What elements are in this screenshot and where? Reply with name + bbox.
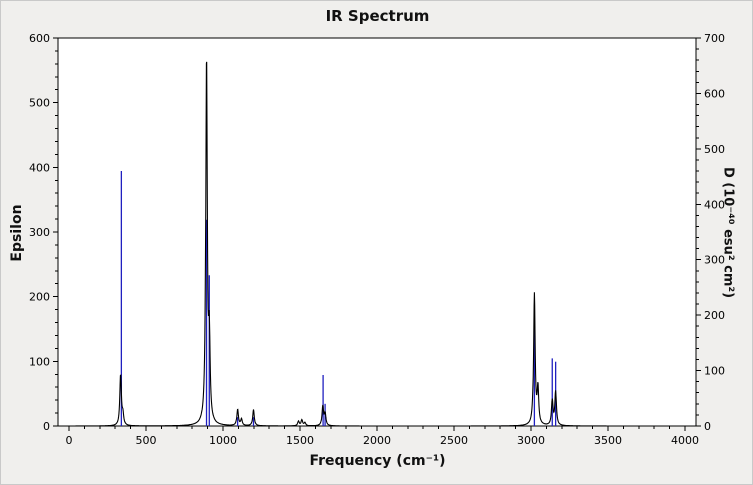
x-tick-label: 2000	[363, 434, 391, 447]
y-left-tick-label: 100	[29, 355, 50, 368]
y-right-tick-label: 400	[704, 198, 725, 211]
y-right-tick-label: 600	[704, 87, 725, 100]
y-right-tick-label: 0	[704, 420, 711, 433]
y-right-tick-label: 200	[704, 309, 725, 322]
y-right-tick-label: 300	[704, 254, 725, 267]
x-tick-label: 3500	[594, 434, 622, 447]
x-tick-label: 500	[136, 434, 157, 447]
y-right-tick-label: 700	[704, 32, 725, 45]
x-tick-label: 1500	[286, 434, 314, 447]
y-left-tick-label: 200	[29, 291, 50, 304]
chart-title: IR Spectrum	[325, 7, 430, 25]
y-left-tick-label: 300	[29, 226, 50, 239]
epsilon-curve	[69, 61, 632, 427]
x-tick-label: 1000	[209, 434, 237, 447]
x-axis-label: Frequency (cm⁻¹)	[309, 453, 446, 469]
y-left-tick-label: 500	[29, 97, 50, 110]
x-tick-label: 2500	[440, 434, 468, 447]
y-left-tick-label: 400	[29, 161, 50, 174]
x-tick-label: 0	[66, 434, 73, 447]
y-right-tick-label: 100	[704, 365, 725, 378]
y-left-tick-label: 600	[29, 32, 50, 45]
plot-area	[57, 37, 697, 427]
y-left-tick-label: 0	[43, 420, 50, 433]
y-right-tick-label: 500	[704, 143, 725, 156]
x-tick-label: 3000	[517, 434, 545, 447]
x-tick-label: 4000	[671, 434, 699, 447]
